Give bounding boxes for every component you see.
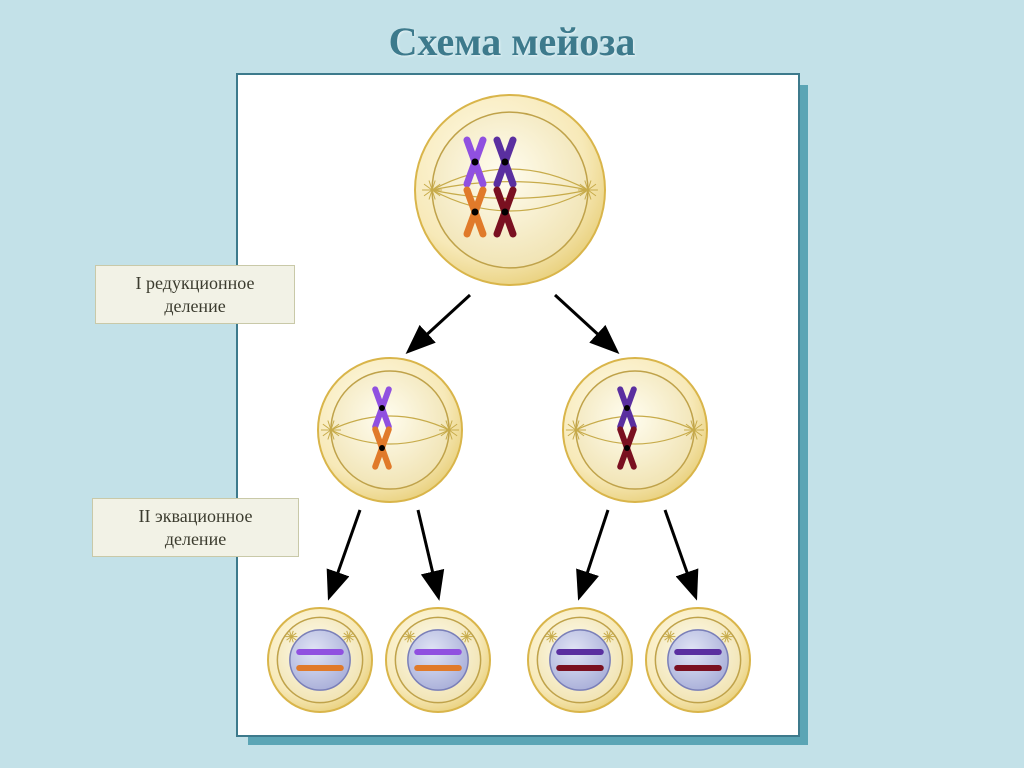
label-division-1: I редукционное деление [95,265,295,324]
label-division-1-line2: деление [164,296,225,316]
diagram-panel [236,73,800,737]
label-division-2: II эквационное деление [92,498,299,557]
page-title: Схема мейоза [0,0,1024,65]
label-division-2-line1: II эквационное [139,506,253,526]
label-division-2-line2: деление [165,529,226,549]
label-division-1-line1: I редукционное [136,273,255,293]
